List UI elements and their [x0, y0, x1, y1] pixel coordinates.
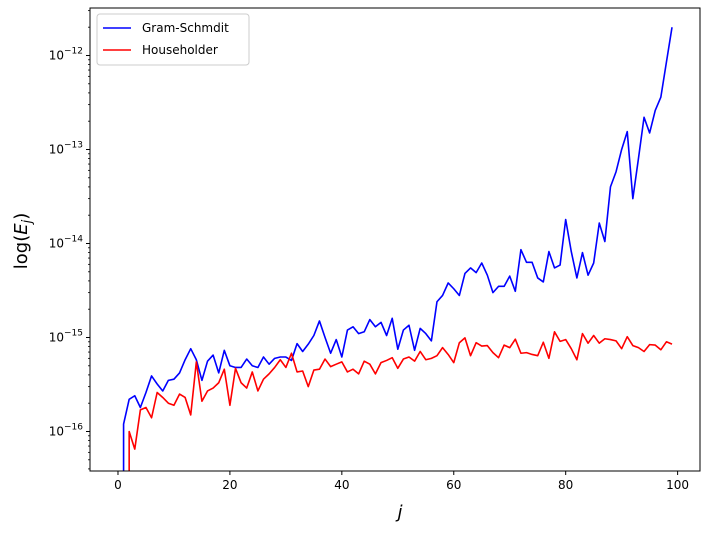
y-axis-label: log(Ej)	[11, 213, 35, 270]
x-tick-label: 20	[222, 478, 237, 492]
y-axis: 10−16 10−15 10−14 10−13 10−12	[49, 10, 90, 470]
y-tick-label: 10−13	[49, 140, 83, 156]
series-layer	[122, 27, 673, 471]
legend-box	[96, 13, 250, 66]
x-tick-label: 0	[114, 478, 122, 492]
series-line-householder	[128, 330, 673, 471]
plot-frame	[89, 7, 701, 472]
legend: Gram-Schmdit Householder	[96, 13, 250, 66]
legend-label-gram-schmidt: Gram-Schmdit	[142, 21, 229, 35]
y-tick-label: 10−12	[49, 46, 83, 62]
x-axis: 0 20 40 60 80 100	[114, 471, 689, 492]
legend-label-householder: Householder	[142, 43, 218, 57]
x-tick-label: 100	[666, 478, 689, 492]
y-tick-label: 10−16	[49, 422, 84, 438]
series-line-gram-schmdit	[122, 27, 673, 471]
x-tick-label: 60	[446, 478, 461, 492]
y-tick-label: 10−15	[49, 328, 83, 344]
x-tick-label: 80	[558, 478, 573, 492]
x-axis-label: j	[394, 502, 402, 523]
x-tick-label: 40	[334, 478, 349, 492]
y-tick-label: 10−14	[49, 234, 84, 250]
